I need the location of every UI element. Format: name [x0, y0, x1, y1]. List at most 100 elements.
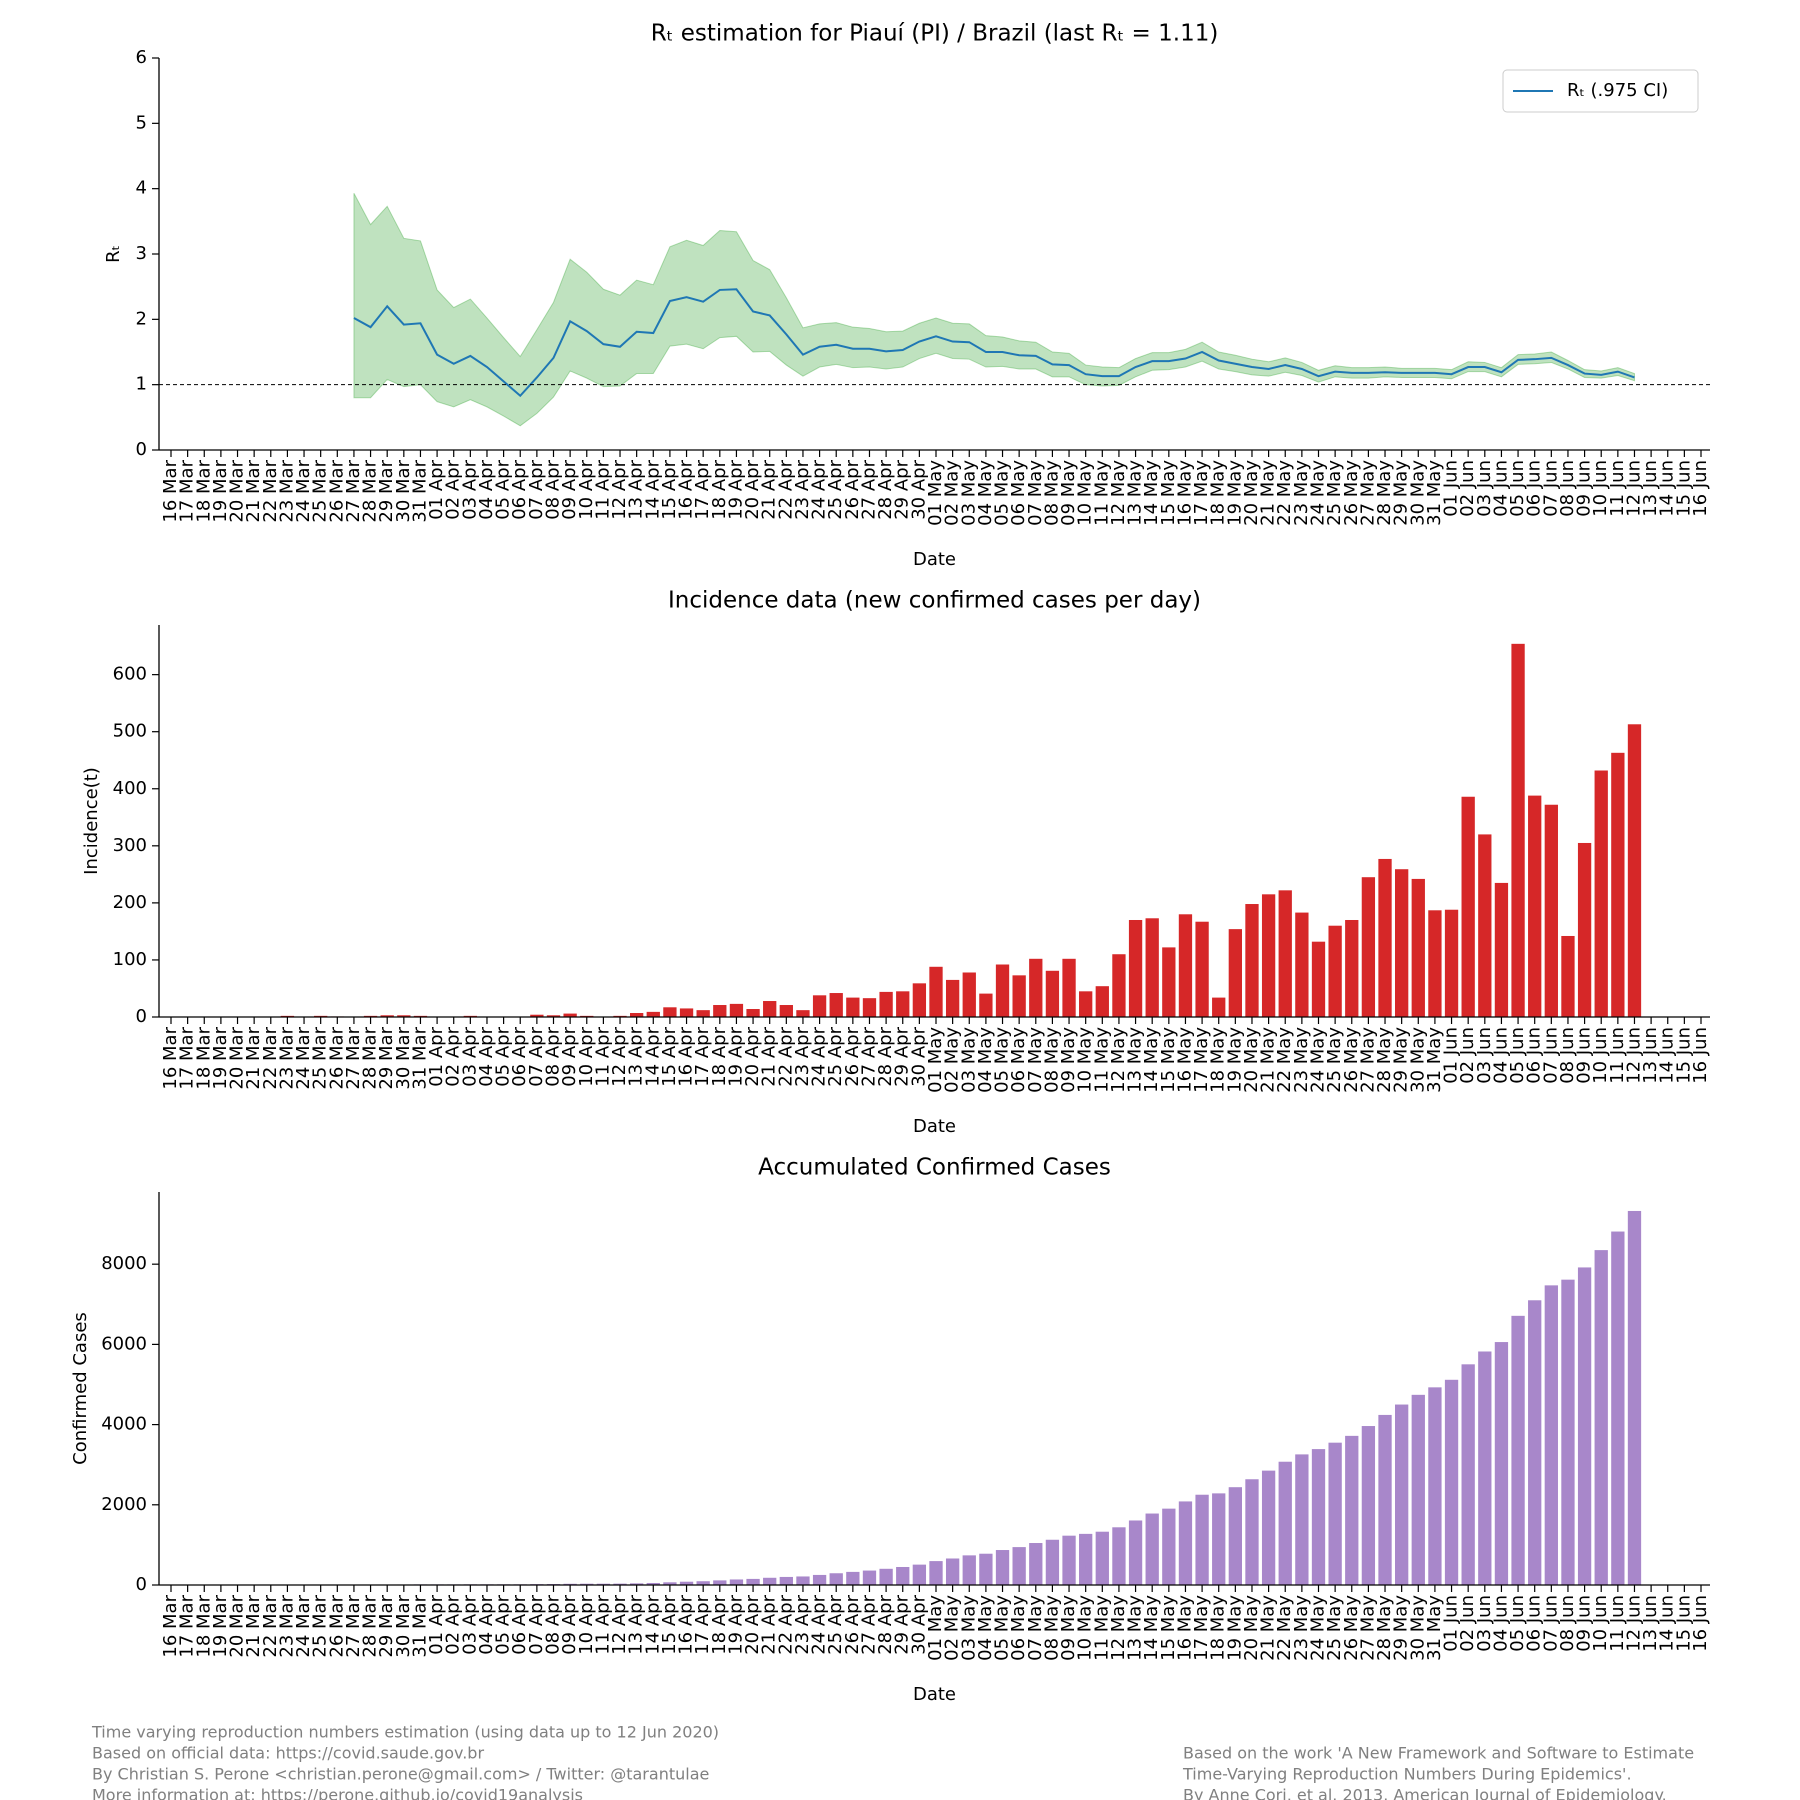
bar — [1278, 1461, 1292, 1585]
x-tick-label: 08 Jun — [1557, 460, 1578, 517]
x-tick-label: 03 Jun — [1474, 460, 1495, 517]
x-tick-label: 10 Apr — [576, 1594, 597, 1654]
x-tick-label: 01 May — [925, 1595, 946, 1661]
footer-left-line: Based on official data: https://covid.sa… — [92, 1744, 484, 1763]
x-tick-label: 03 May — [958, 460, 979, 526]
bar — [1178, 1501, 1193, 1585]
x-tick-label: 05 Jun — [1507, 1595, 1528, 1652]
bar — [1411, 878, 1425, 1017]
bar — [846, 997, 860, 1017]
x-tick-label: 28 Mar — [360, 1026, 381, 1089]
bar — [945, 1558, 960, 1585]
y-tick-label: 6 — [136, 47, 147, 68]
bar — [1511, 643, 1525, 1017]
bar — [1528, 795, 1542, 1017]
x-tick-label: 12 May — [1108, 1595, 1129, 1661]
x-tick-label: 26 May — [1341, 460, 1362, 526]
bar — [663, 1007, 677, 1017]
x-tick-label: 13 May — [1125, 460, 1146, 526]
x-axis-label: Date — [913, 1684, 956, 1705]
x-axis-label: Date — [913, 549, 956, 570]
footer-left-line: By Christian S. Perone <christian.perone… — [92, 1765, 709, 1784]
x-tick-label: 02 Jun — [1457, 1595, 1478, 1652]
bar — [796, 1576, 810, 1585]
x-tick-label: 02 May — [942, 460, 963, 526]
x-tick-label: 19 Apr — [725, 1594, 746, 1654]
y-tick-label: 100 — [113, 949, 147, 970]
x-tick-label: 31 Mar — [409, 1594, 430, 1657]
x-tick-label: 11 Apr — [592, 459, 613, 519]
x-tick-label: 04 May — [975, 460, 996, 526]
x-tick-label: 12 Apr — [609, 459, 630, 519]
x-tick-label: 27 Mar — [343, 459, 364, 522]
x-tick-label: 01 May — [925, 460, 946, 526]
bar — [1012, 1547, 1026, 1585]
y-tick-label: 5 — [136, 112, 147, 133]
x-tick-label: 27 Mar — [343, 1594, 364, 1657]
x-tick-label: 29 Mar — [376, 1026, 397, 1089]
x-tick-label: 15 Apr — [659, 459, 680, 519]
bar — [1079, 991, 1093, 1017]
x-tick-label: 24 May — [1308, 460, 1329, 526]
x-tick-label: 22 May — [1274, 1027, 1295, 1093]
x-tick-label: 28 Apr — [875, 1594, 896, 1654]
x-tick-label: 18 Mar — [193, 459, 214, 522]
x-tick-label: 20 May — [1241, 1027, 1262, 1093]
x-tick-label: 24 Mar — [293, 459, 314, 522]
x-tick-label: 20 Mar — [227, 459, 248, 522]
y-tick-label: 300 — [113, 835, 147, 856]
x-tick-label: 02 Jun — [1457, 460, 1478, 517]
x-tick-label: 16 Mar — [160, 1594, 181, 1657]
y-tick-label: 3 — [136, 243, 147, 264]
x-tick-label: 15 Jun — [1673, 1595, 1694, 1652]
bar — [1528, 1300, 1542, 1585]
x-tick-label: 21 May — [1258, 1027, 1279, 1093]
bar — [979, 1553, 993, 1585]
x-tick-label: 23 Apr — [792, 1594, 813, 1654]
bar — [1361, 1426, 1376, 1585]
bar — [1261, 1470, 1276, 1585]
bar — [1228, 1487, 1242, 1585]
x-tick-label: 11 Apr — [592, 1026, 613, 1086]
x-tick-label: 09 Jun — [1574, 460, 1595, 517]
x-tick-label: 10 May — [1075, 1027, 1096, 1093]
x-tick-label: 06 May — [1008, 460, 1029, 526]
bar — [1178, 914, 1193, 1017]
bar — [613, 1583, 627, 1585]
x-tick-label: 14 Apr — [642, 1026, 663, 1086]
x-tick-label: 05 May — [992, 1027, 1013, 1093]
x-tick-label: 05 Jun — [1507, 1027, 1528, 1084]
x-tick-label: 21 Mar — [243, 459, 264, 522]
x-tick-label: 07 Apr — [526, 459, 547, 519]
x-tick-label: 28 Mar — [360, 1594, 381, 1657]
bar — [879, 1568, 893, 1585]
x-tick-label: 16 Mar — [160, 1026, 181, 1089]
x-tick-label: 19 May — [1224, 460, 1245, 526]
x-tick-label: 13 Apr — [626, 1026, 647, 1086]
bar — [1112, 1527, 1126, 1585]
x-tick-label: 23 Apr — [792, 459, 813, 519]
x-tick-label: 07 May — [1025, 460, 1046, 526]
bar — [796, 1010, 810, 1017]
x-tick-label: 05 Apr — [493, 459, 514, 519]
x-tick-label: 29 Apr — [892, 1026, 913, 1086]
x-tick-label: 17 Mar — [177, 459, 198, 522]
x-tick-label: 16 May — [1174, 1595, 1195, 1661]
x-tick-label: 12 Jun — [1623, 1027, 1644, 1084]
bar — [1395, 869, 1409, 1017]
x-tick-label: 29 May — [1391, 460, 1412, 526]
x-tick-label: 10 Jun — [1590, 460, 1611, 517]
x-tick-label: 10 Apr — [576, 459, 597, 519]
bar — [1494, 882, 1509, 1017]
x-tick-label: 16 Jun — [1690, 460, 1711, 517]
x-tick-label: 29 May — [1391, 1595, 1412, 1661]
x-tick-label: 03 Jun — [1474, 1595, 1495, 1652]
x-tick-label: 04 May — [975, 1595, 996, 1661]
x-tick-label: 16 May — [1174, 1027, 1195, 1093]
x-tick-label: 06 Apr — [509, 1026, 530, 1086]
x-tick-label: 05 Jun — [1507, 460, 1528, 517]
x-tick-label: 15 Jun — [1673, 460, 1694, 517]
bar — [1345, 1435, 1359, 1585]
y-tick-label: 6000 — [101, 1333, 147, 1354]
bar — [1311, 941, 1326, 1017]
